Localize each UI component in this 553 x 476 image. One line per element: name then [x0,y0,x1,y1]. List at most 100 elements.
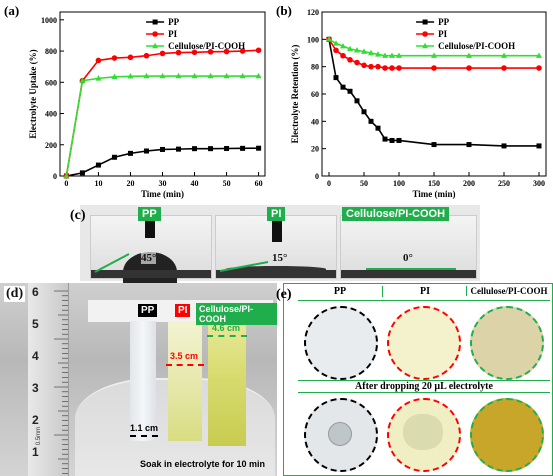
height-pp: 1.1 cm [130,423,159,433]
header-pp: PP [333,286,347,297]
height-pi: 3.5 cm [170,351,199,361]
data-point [501,65,507,71]
data-point [159,50,166,57]
data-point [95,75,102,81]
x-tick-label: 10 [94,179,102,188]
data-point [501,143,507,149]
y-tick-label: 20 [311,145,319,154]
ruler-number: 5 [32,317,39,331]
data-point [143,52,150,59]
ruler-number: 4 [32,349,39,363]
data-point [431,142,437,148]
angle-value: 0° [403,252,413,264]
y-tick-label: 0 [315,172,319,181]
data-point [224,146,230,152]
data-point [111,154,117,160]
data-point [63,172,70,179]
angle-line [94,253,130,273]
level-pp [130,435,158,437]
data-point [396,137,402,143]
data-point [347,45,353,52]
level-pi [166,364,204,366]
height-cellulose: 4.6 cm [212,323,241,333]
data-point [396,65,402,71]
x-tick-label: 300 [533,179,545,188]
data-point [326,36,332,42]
data-point [223,72,230,79]
plot-frame [321,11,547,177]
header-row [298,286,550,301]
angle-line [366,268,456,270]
data-point [159,72,166,79]
legend-marker [422,42,429,49]
data-point [431,52,437,58]
panel-c: (c) 45° PP 15° PI 0° Cellulose/PI-COOH [70,205,480,292]
panel-c-label: (c) [70,208,86,223]
level-cellulose [207,335,247,337]
data-point [466,142,472,148]
data-point [255,47,262,54]
legend-label: Cellulose/PI-COOH [438,41,515,51]
ruler-unit: 0.5mm [36,426,43,446]
droplet-pp [328,422,352,446]
x-axis-label: Time (min) [412,189,455,199]
data-point [333,75,339,81]
disc-pp-wet [304,398,378,472]
data-point [536,65,542,71]
y-tick-label: 80 [311,63,319,72]
legend-label: PP [438,17,449,27]
data-point [354,59,360,66]
retention-chart: (b) 0 50 100 150 200 250 300 0 20 40 60 80 100 120 Time… [276,3,547,199]
y-axis-label: Electrolyte Retention (%) [290,45,300,144]
strip-pp [130,321,156,441]
data-point [333,40,339,46]
disc-cellulose-dry [470,306,544,380]
contact-angle-pp: 45° [90,215,212,292]
data-point [239,48,246,54]
data-point [160,146,165,152]
data-point [431,65,437,71]
x-tick-label: 0 [327,179,331,188]
data-point [347,88,353,94]
x-tick-label: 30 [159,179,167,188]
panel-d-label: (d) [4,286,26,302]
series-line [65,75,259,177]
header-cellulose: Cellulose/PI-COOH [466,286,551,296]
data-point [354,98,360,104]
data-point [361,48,367,54]
data-point [127,150,133,156]
y-tick-label: 40 [311,117,319,126]
ruler: 6 5 4 3 2 1 0.5mm [28,283,69,476]
caption-d: Soak in electrolyte for 10 min [140,459,266,469]
baseline [216,270,336,278]
data-point [95,162,101,168]
data-point [375,125,381,131]
data-point [127,73,134,79]
legend-label: PP [168,17,179,27]
legend-marker [422,19,428,25]
data-point [368,49,374,56]
y-tick-label: 120 [307,8,319,17]
sample-label-pp: PP [138,207,161,221]
data-point [111,55,118,61]
tag-pi: PI [175,304,191,317]
y-tick-label: 800 [45,47,57,56]
data-point [382,52,388,58]
angle-value: 15° [272,252,288,264]
y-tick-label: 100 [307,35,319,44]
tag-cellulose: Cellulose/PI-COOH [196,303,277,325]
strip-cellulose [208,321,246,446]
data-point [382,136,388,142]
x-tick-label: 150 [428,179,440,188]
data-point [175,72,182,79]
sample-label-pi: PI [267,207,286,221]
x-tick-label: 0 [64,179,68,188]
data-point [389,137,395,143]
data-point [111,73,118,80]
series-line [66,147,259,177]
disc-pi-dry [387,306,461,380]
ruler-number: 1 [32,445,39,459]
data-point [501,52,507,58]
data-point [255,72,262,79]
data-point [208,146,214,152]
